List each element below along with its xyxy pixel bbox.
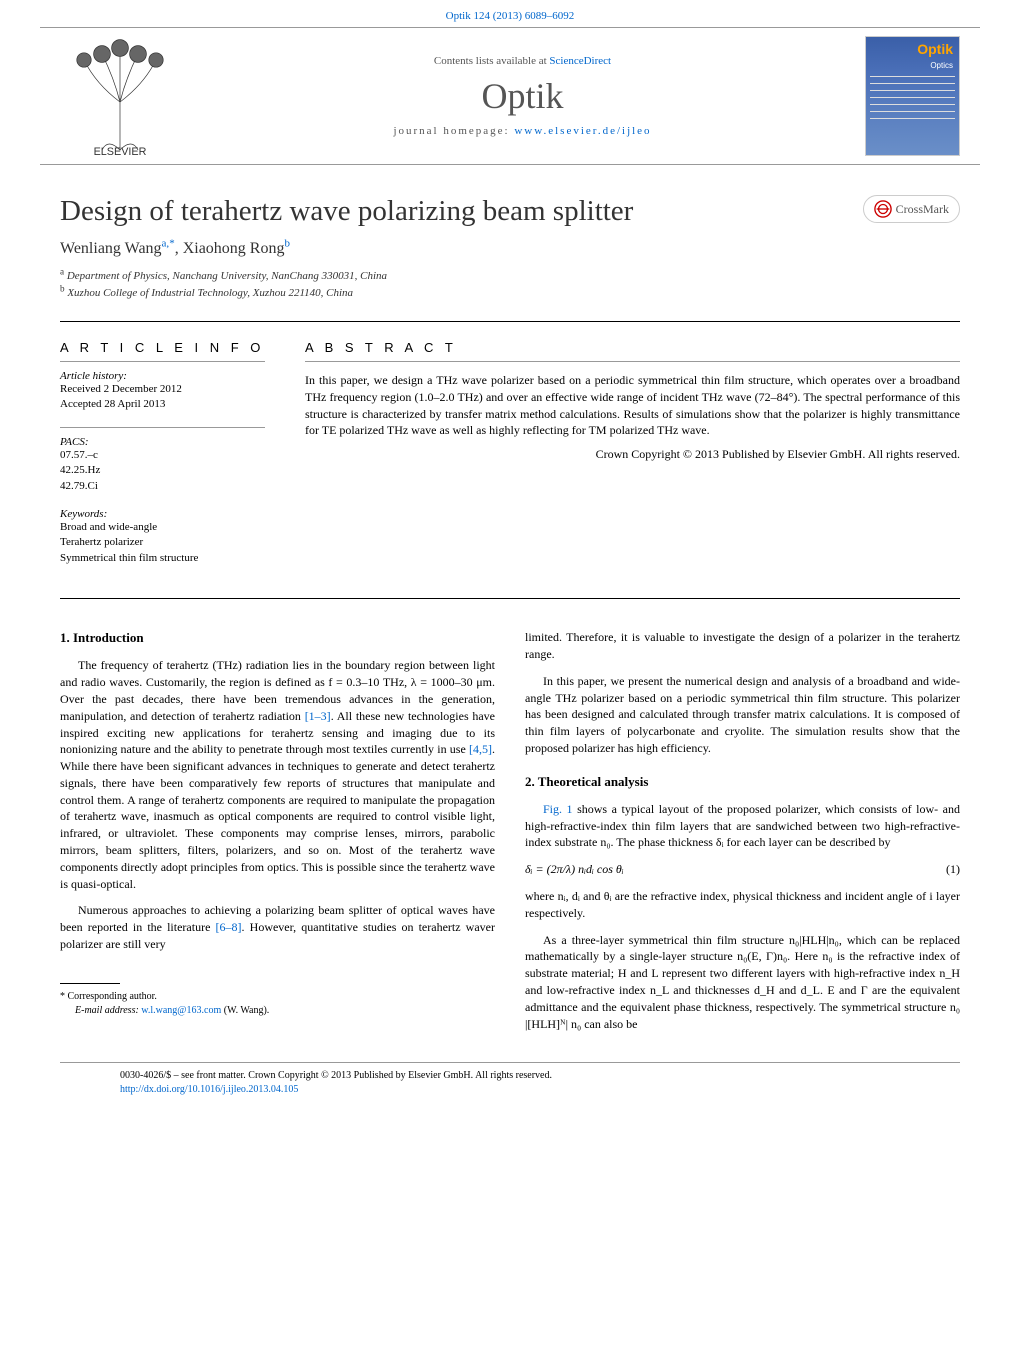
author-2-affil[interactable]: b <box>284 238 290 250</box>
homepage-link[interactable]: www.elsevier.de/ijleo <box>514 125 651 137</box>
footer-line-1: 0030-4026/$ – see front matter. Crown Co… <box>120 1069 900 1083</box>
info-heading: A R T I C L E I N F O <box>60 340 265 355</box>
corresponding-footnote: * Corresponding author. E-mail address: … <box>60 990 495 1018</box>
contents-prefix: Contents lists available at <box>434 55 549 67</box>
para-7: As a three-layer symmetrical thin film s… <box>525 932 960 1033</box>
divider <box>60 361 265 362</box>
ref-4-5[interactable]: [4,5] <box>469 742 492 756</box>
article-info: A R T I C L E I N F O Article history: R… <box>60 322 285 598</box>
journal-cover: Optik Optics <box>865 36 960 156</box>
elsevier-logo: ELSEVIER <box>60 36 180 156</box>
affiliations: a Department of Physics, Nanchang Univer… <box>60 268 863 301</box>
author-sep: , <box>175 240 183 257</box>
column-right: limited. Therefore, it is valuable to in… <box>525 629 960 1042</box>
svg-text:ELSEVIER: ELSEVIER <box>94 146 147 156</box>
footnote-separator <box>60 983 120 984</box>
section-1-heading: 1. Introduction <box>60 629 495 647</box>
abstract-heading: A B S T R A C T <box>305 340 960 355</box>
eq-1-formula: δᵢ = (2π/λ) nᵢdᵢ cos θᵢ <box>525 861 624 878</box>
para-3: limited. Therefore, it is valuable to in… <box>525 629 960 663</box>
corr-text: Corresponding author. <box>68 991 157 1002</box>
crossmark-label: CrossMark <box>896 202 949 217</box>
para-4: In this paper, we present the numerical … <box>525 673 960 757</box>
received: Received 2 December 2012 <box>60 382 265 397</box>
crossmark-badge[interactable]: CrossMark <box>863 195 960 223</box>
email-label: E-mail address: <box>75 1005 141 1016</box>
crossmark-icon <box>874 200 892 218</box>
journal-banner: ELSEVIER Contents lists available at Sci… <box>40 27 980 165</box>
divider <box>60 427 265 428</box>
article-title: Design of terahertz wave polarizing beam… <box>60 195 863 228</box>
history-label: Article history: <box>60 370 265 382</box>
page-footer: 0030-4026/$ – see front matter. Crown Co… <box>60 1062 960 1127</box>
divider <box>305 361 960 362</box>
abstract: A B S T R A C T In this paper, we design… <box>285 322 960 598</box>
abstract-text: In this paper, we design a THz wave pola… <box>305 372 960 439</box>
pacs-0: 07.57.–c <box>60 448 265 463</box>
pacs-1: 42.25.Hz <box>60 463 265 478</box>
doi-link[interactable]: http://dx.doi.org/10.1016/j.ijleo.2013.0… <box>120 1084 298 1095</box>
equation-1: δᵢ = (2π/λ) nᵢdᵢ cos θᵢ (1) <box>525 861 960 878</box>
ref-6-8[interactable]: [6–8] <box>216 920 242 934</box>
homepage-prefix: journal homepage: <box>393 125 514 137</box>
banner-center: Contents lists available at ScienceDirec… <box>180 55 865 137</box>
kw-0: Broad and wide-angle <box>60 520 265 535</box>
fig-1-ref[interactable]: Fig. 1 <box>543 802 573 816</box>
column-left: 1. Introduction The frequency of teraher… <box>60 629 495 1042</box>
journal-name: Optik <box>180 75 865 117</box>
cover-sub: Optics <box>866 61 959 70</box>
pacs-label: PACS: <box>60 436 265 448</box>
para-5: Fig. 1 shows a typical layout of the pro… <box>525 801 960 851</box>
author-2: Xiaohong Rong <box>183 240 285 257</box>
pacs-2: 42.79.Ci <box>60 479 265 494</box>
cover-title: Optik <box>866 37 959 61</box>
affil-a: Department of Physics, Nanchang Universi… <box>64 270 387 282</box>
kw-2: Symmetrical thin film structure <box>60 551 265 566</box>
sciencedirect-link[interactable]: ScienceDirect <box>549 55 611 67</box>
homepage-line: journal homepage: www.elsevier.de/ijleo <box>180 125 865 137</box>
ref-1-3[interactable]: [1–3] <box>305 709 331 723</box>
citation-link[interactable]: Optik 124 (2013) 6089–6092 <box>0 0 1020 27</box>
section-2-heading: 2. Theoretical analysis <box>525 773 960 791</box>
author-1: Wenliang Wang <box>60 240 162 257</box>
kw-1: Terahertz polarizer <box>60 535 265 550</box>
keywords-label: Keywords: <box>60 508 265 520</box>
para-6: where nᵢ, dᵢ and θᵢ are the refractive i… <box>525 888 960 922</box>
abstract-copyright: Crown Copyright © 2013 Published by Else… <box>305 447 960 462</box>
corr-marker: * <box>60 991 68 1002</box>
affil-b: Xuzhou College of Industrial Technology,… <box>65 287 353 299</box>
accepted: Accepted 28 April 2013 <box>60 397 265 412</box>
authors: Wenliang Wanga,*, Xiaohong Rongb <box>60 240 863 258</box>
email-suffix: (W. Wang). <box>221 1005 269 1016</box>
email-link[interactable]: w.l.wang@163.com <box>141 1005 221 1016</box>
contents-line: Contents lists available at ScienceDirec… <box>180 55 865 67</box>
para-1: The frequency of terahertz (THz) radiati… <box>60 657 495 892</box>
para-2: Numerous approaches to achieving a polar… <box>60 902 495 952</box>
eq-1-num: (1) <box>946 861 960 878</box>
